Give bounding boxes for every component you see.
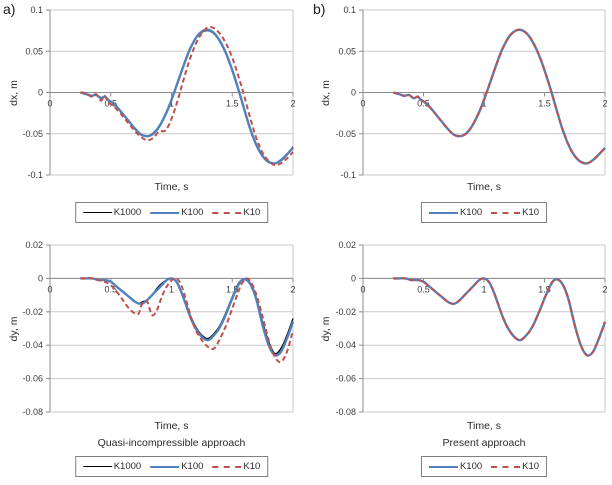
legend-label: K1000 [113, 461, 142, 472]
legend-line-sample [428, 211, 458, 214]
legend-label: K100 [181, 461, 204, 472]
x-tick-label: 2 [602, 99, 607, 109]
legend-item-K100: K100 [150, 207, 203, 218]
panel-label-a: a) [3, 1, 16, 17]
x-tick-label: 1 [169, 284, 174, 294]
y-tick-label: 0.02 [338, 240, 356, 250]
legend-line-sample [82, 212, 112, 213]
legend-line-sample [212, 465, 242, 468]
legend-label: K10 [243, 207, 261, 218]
series-line-K10 [80, 25, 294, 167]
legend-item-K10: K10 [491, 207, 539, 218]
series-line-K10 [393, 277, 606, 357]
y-tick-label: -0.08 [335, 407, 356, 417]
y-tick-label: 0.05 [25, 46, 43, 56]
chart-cell-a-dy: dy, m 0.02 0 -0.02 -0.04 -0.06 -0.08 0 0.5 1 1.5 2… [0, 236, 306, 485]
x-tick-label: 1.5 [538, 284, 551, 294]
series-line-K10 [393, 28, 606, 165]
legend-box: K100 K10 [420, 456, 548, 477]
legend-item-K10: K10 [212, 461, 260, 472]
legend-line-sample [212, 211, 242, 214]
legend-item-K100: K100 [150, 461, 203, 472]
legend-line-sample [150, 465, 180, 468]
approach-caption: Present approach [442, 437, 526, 449]
x-tick-label: 1 [481, 284, 486, 294]
x-tick-label: 1 [481, 99, 486, 109]
legend-line-sample [150, 211, 180, 214]
x-tick-label: 0.5 [104, 284, 117, 294]
legend-item-K100: K100 [428, 461, 483, 472]
legend-box: K1000 K100 K10 [74, 456, 269, 477]
x-tick-label: 0 [47, 284, 52, 294]
series-line-K1000 [80, 29, 294, 165]
y-tick-label: -0.06 [22, 374, 43, 384]
legend-item-K1000: K1000 [82, 207, 142, 218]
x-axis-title: Time, s [466, 420, 502, 432]
legend-label: K10 [522, 461, 540, 472]
panel-label-b: b) [313, 1, 326, 17]
y-tick-label: 0 [351, 273, 356, 283]
legend-line-sample [428, 465, 458, 468]
y-tick-label: -0.02 [22, 307, 43, 317]
y-tick-label: 0.1 [343, 5, 356, 15]
legend-line-sample [491, 211, 521, 214]
series-line-K100 [392, 28, 606, 165]
approach-caption: Quasi-incompressible approach [97, 437, 246, 449]
legend-line-sample [491, 465, 521, 468]
x-tick-label: 1.5 [226, 99, 239, 109]
x-tick-label: 0 [360, 284, 365, 294]
y-tick-label: -0.04 [335, 340, 356, 350]
legend-item-K10: K10 [491, 461, 539, 472]
y-tick-label: 0 [38, 273, 43, 283]
x-axis-title: Time, s [154, 181, 189, 193]
x-axis-title: Time, s [154, 420, 189, 432]
legend-item-K100: K100 [428, 207, 483, 218]
legend-item-K10: K10 [212, 207, 260, 218]
x-tick-label: 1.5 [226, 284, 239, 294]
series-line-K100 [80, 28, 294, 165]
y-tick-label: -0.06 [335, 374, 356, 384]
x-axis-title: Time, s [466, 181, 502, 193]
plot-svg: 0.02 0 -0.02 -0.04 -0.06 -0.08 0 0.5 1 1.5 2 [335, 240, 607, 417]
x-tick-label: 0 [47, 99, 52, 109]
legend-label: K100 [459, 207, 483, 218]
x-tick-label: 2 [602, 284, 607, 294]
legend-label: K10 [243, 461, 261, 472]
plot-svg: 0.02 0 -0.02 -0.04 -0.06 -0.08 0 0.5 1 1.5 2 [22, 240, 295, 417]
chart-cell-b-dy: dy, m 0.02 0 -0.02 -0.04 -0.06 -0.08 0 0.5 1 1.5 2… [306, 236, 612, 485]
y-tick-label: -0.05 [22, 129, 43, 139]
legend-label: K1000 [113, 207, 142, 218]
x-tick-label: 1.5 [538, 99, 551, 109]
legend-label: K10 [522, 207, 540, 218]
y-tick-label: 0.05 [338, 46, 356, 56]
y-tick-label: -0.1 [27, 170, 43, 180]
y-tick-label: -0.04 [22, 340, 43, 350]
y-tick-label: -0.1 [340, 170, 356, 180]
chart-cell-b-dx: b) dx, m 0.1 0.05 0 -0.05 -0.1 0 0.5 1 1.5 2 Time… [306, 0, 612, 232]
y-tick-label: -0.08 [22, 407, 43, 417]
x-tick-label: 2 [290, 284, 295, 294]
x-tick-label: 0.5 [417, 99, 430, 109]
legend-label: K100 [181, 207, 204, 218]
chart-cell-a-dx: a) dx, m 0.1 0.05 0 -0.05 -0.1 0 0.5 1 1.5 2 Time… [0, 0, 306, 232]
series-line-K100 [80, 277, 295, 357]
y-tick-label: 0.1 [30, 5, 43, 15]
x-tick-label: 2 [290, 99, 295, 109]
y-tick-label: 0 [351, 88, 356, 98]
x-tick-label: 1 [169, 99, 174, 109]
plot-svg: 0.1 0.05 0 -0.05 -0.1 0 0.5 1 1.5 2 [335, 5, 607, 180]
legend-label: K100 [459, 461, 483, 472]
legend-box: K1000 K100 K10 [74, 202, 269, 223]
legend-item-K1000: K1000 [82, 461, 142, 472]
y-tick-label: -0.05 [335, 129, 356, 139]
legend-line-sample [82, 466, 112, 467]
plot-svg: 0.10.050-0.05-0.10 0.5 1 1.5 2 [22, 5, 295, 180]
y-tick-label: 0 [38, 88, 43, 98]
legend-box: K100 K10 [420, 202, 548, 223]
y-tick-label: 0.02 [25, 240, 43, 250]
x-tick-label: 0 [360, 99, 365, 109]
x-tick-label: 0.5 [417, 284, 430, 294]
y-tick-label: -0.02 [335, 307, 356, 317]
